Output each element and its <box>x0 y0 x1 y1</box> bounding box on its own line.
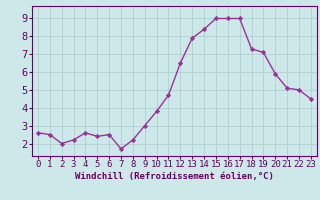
X-axis label: Windchill (Refroidissement éolien,°C): Windchill (Refroidissement éolien,°C) <box>75 172 274 181</box>
